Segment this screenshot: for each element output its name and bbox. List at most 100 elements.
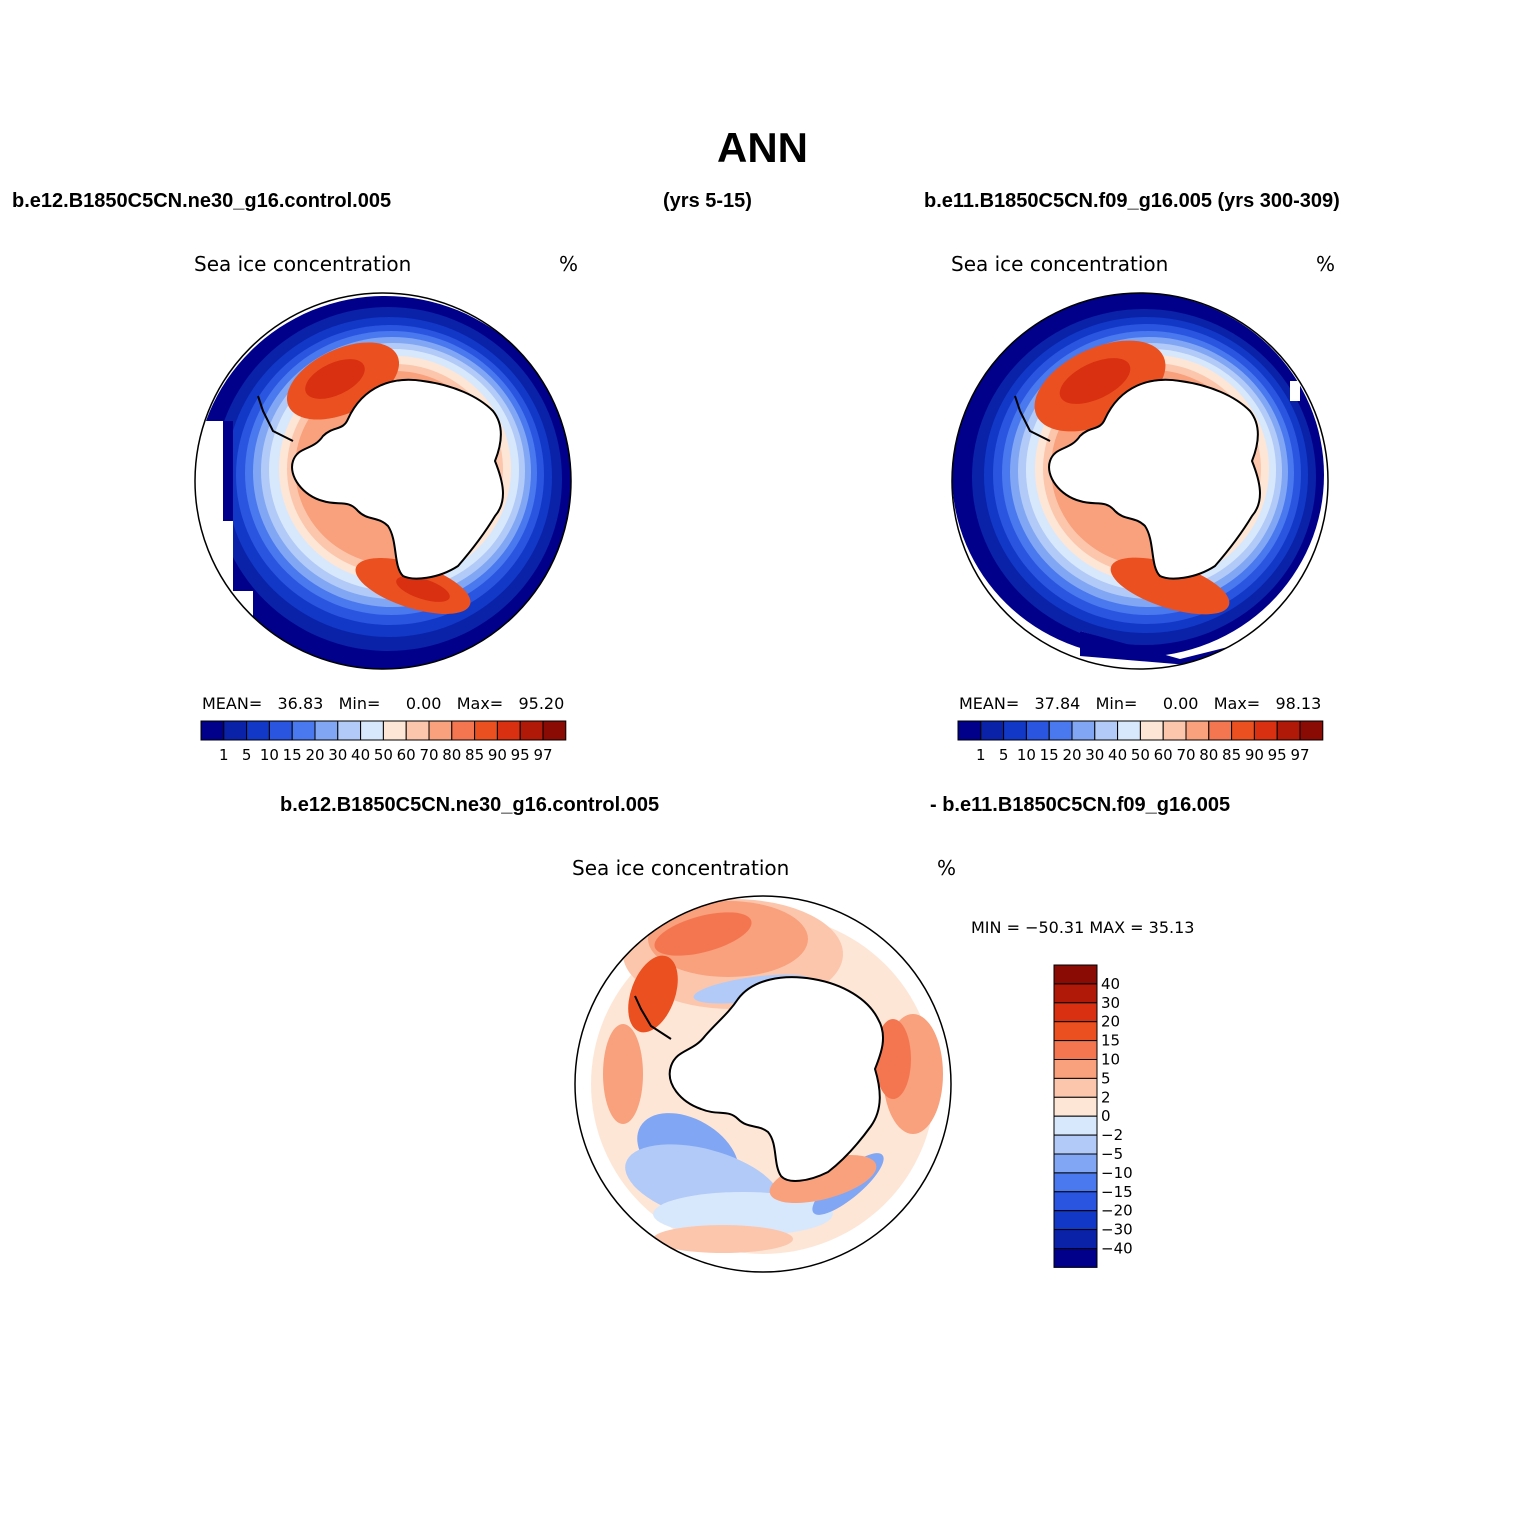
right-colorbar-label: 15: [1040, 746, 1059, 764]
right-colorbar-label: 80: [1199, 746, 1218, 764]
left-colorbar-label: 1: [219, 746, 229, 764]
left-colorbar-box: [223, 720, 248, 741]
case1-years-label: (yrs 5-15): [663, 190, 752, 212]
diff-minmax: MIN = −50.31 MAX = 35.13: [971, 918, 1195, 937]
diff-colorbar-label: −40: [1101, 1240, 1133, 1258]
left-colorbar-label: 60: [397, 746, 416, 764]
diff-colorbar-label: 40: [1101, 975, 1120, 993]
left-colorbar-label: 10: [260, 746, 279, 764]
left-colorbar-box: [474, 720, 498, 741]
right-map-border: [951, 292, 1329, 670]
right-colorbar-box: [1048, 720, 1073, 741]
diff-colorbar-box: [1053, 1248, 1098, 1268]
diff-colorbar-label: 20: [1101, 1013, 1120, 1031]
diff-variable-title: Sea ice concentration: [572, 856, 790, 880]
left-colorbar-label: 80: [442, 746, 461, 764]
left-colorbar-box: [519, 720, 544, 741]
diff-colorbar-box: [1053, 1077, 1098, 1098]
left-colorbar-box: [360, 720, 384, 741]
right-colorbar-label: 50: [1131, 746, 1150, 764]
right-colorbar-box: [1025, 720, 1050, 741]
diff-colorbar-box: [1053, 1021, 1098, 1042]
left-colorbar-label: 85: [465, 746, 484, 764]
diff-colorbar-label: 5: [1101, 1069, 1111, 1087]
diff-colorbar-label: 15: [1101, 1032, 1120, 1050]
left-colorbar-label: 40: [351, 746, 370, 764]
diff-colorbar-box: [1053, 1115, 1098, 1136]
right-colorbar-box: [1276, 720, 1301, 741]
left-antarctica: [291, 378, 504, 580]
right-colorbar-label: 10: [1017, 746, 1036, 764]
right-colorbar-box: [1139, 720, 1164, 741]
right-colorbar-box: [980, 720, 1005, 741]
right-polar-map: [951, 292, 1329, 670]
left-map-border: [194, 292, 572, 670]
left-units: %: [559, 252, 579, 276]
diff-colorbar-box: [1053, 1040, 1098, 1060]
right-colorbar-box: [957, 720, 982, 741]
right-colorbar-label: 5: [999, 746, 1009, 764]
right-colorbar-box: [1094, 720, 1119, 741]
right-colorbar-label: 95: [1268, 746, 1287, 764]
left-colorbar-box: [246, 720, 270, 741]
diff-colorbar-box: [1053, 983, 1098, 1004]
diff-polar-map: [574, 895, 952, 1273]
left-colorbar-label: 20: [305, 746, 324, 764]
case1-label: b.e12.B1850C5CN.ne30_g16.control.005: [12, 190, 392, 212]
diff-colorbar-label: −5: [1101, 1145, 1123, 1163]
left-colorbar-box: [496, 720, 521, 741]
main-title: ANN: [717, 124, 808, 171]
right-colorbar-label: 1: [976, 746, 986, 764]
left-colorbar-label: 15: [283, 746, 302, 764]
diff-colorbar-box: [1053, 964, 1098, 985]
right-colorbar-box: [1299, 720, 1324, 741]
right-colorbar-box: [1117, 720, 1141, 741]
left-colorbar-box: [405, 720, 430, 741]
left-polar-map: [194, 292, 572, 670]
right-colorbar: 1 5 10 15 20 30 40 50 60 70 80 85 90 95 97: [957, 720, 1324, 764]
right-colorbar-label: 30: [1085, 746, 1104, 764]
left-colorbar-box: [451, 720, 476, 741]
diff-colorbar-box: [1053, 1210, 1098, 1231]
right-variable-title: Sea ice concentration: [951, 252, 1169, 276]
diff-colorbar-label: −30: [1101, 1221, 1133, 1239]
diff-colorbar-box: [1053, 1059, 1098, 1079]
right-colorbar-label: 20: [1062, 746, 1081, 764]
case2-label: b.e11.B1850C5CN.f09_g16.005 (yrs 300-309…: [924, 190, 1340, 212]
right-colorbar-label: 60: [1154, 746, 1173, 764]
left-colorbar-box: [291, 720, 316, 741]
diff-case1-label: b.e12.B1850C5CN.ne30_g16.control.005: [280, 794, 660, 816]
right-colorbar-box: [1253, 720, 1278, 741]
right-colorbar-label: 40: [1108, 746, 1127, 764]
diff-colorbar-label: −15: [1101, 1183, 1133, 1201]
right-colorbar-label: 97: [1290, 746, 1309, 764]
left-colorbar-label: 95: [511, 746, 530, 764]
diff-colorbar-box: [1053, 1096, 1098, 1117]
left-stats: MEAN= 36.83 Min= 0.00 Max= 95.20: [202, 694, 565, 713]
right-units: %: [1316, 252, 1336, 276]
right-colorbar-label: 70: [1176, 746, 1195, 764]
diff-colorbar-box: [1053, 1002, 1098, 1023]
left-colorbar-label: 70: [419, 746, 438, 764]
left-colorbar-box: [200, 720, 225, 741]
diff-colorbar-label: −20: [1101, 1202, 1133, 1220]
left-colorbar-box: [268, 720, 293, 741]
diff-colorbar-box: [1053, 1229, 1098, 1250]
left-colorbar-label: 97: [533, 746, 552, 764]
diff-colorbar-box: [1053, 1172, 1098, 1193]
right-colorbar-box: [1071, 720, 1096, 741]
diff-colorbar-box: [1053, 1153, 1098, 1174]
diff-colorbar-label: 30: [1101, 994, 1120, 1012]
right-colorbar-box: [1003, 720, 1027, 741]
left-colorbar-box: [428, 720, 453, 741]
left-colorbar-label: 5: [242, 746, 252, 764]
diff-colorbar-label: 0: [1101, 1107, 1111, 1125]
left-colorbar-box: [382, 720, 407, 741]
diff-colorbar-label: 2: [1101, 1088, 1111, 1106]
left-colorbar-box: [314, 720, 339, 741]
left-colorbar-box: [542, 720, 567, 741]
left-colorbar-label: 90: [488, 746, 507, 764]
right-colorbar-label: 90: [1245, 746, 1264, 764]
left-colorbar-label: 50: [374, 746, 393, 764]
